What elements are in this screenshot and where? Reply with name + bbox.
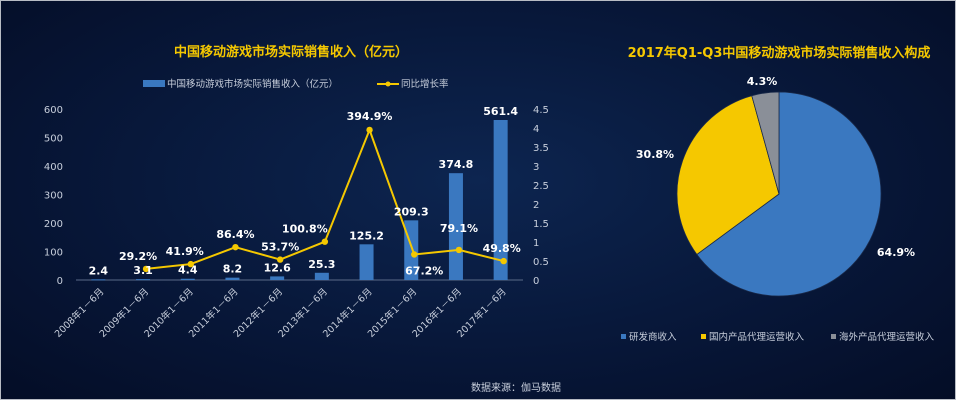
bar-value-label: 8.2 bbox=[223, 263, 243, 276]
bar bbox=[493, 120, 508, 280]
bar-value-label: 561.4 bbox=[483, 105, 518, 118]
bar-value-label: 2.4 bbox=[89, 264, 109, 277]
growth-rate-label: 53.7% bbox=[261, 241, 299, 254]
growth-rate-point bbox=[411, 251, 418, 258]
y-left-tick-label: 400 bbox=[44, 162, 63, 173]
growth-rate-point bbox=[455, 246, 463, 254]
y-left-tick-label: 500 bbox=[44, 134, 63, 145]
bar bbox=[91, 279, 106, 281]
y-left-tick-label: 0 bbox=[57, 276, 63, 287]
data-source: 数据来源：伽马数据 bbox=[471, 383, 561, 394]
pie-legend-swatch bbox=[701, 334, 706, 339]
y-left-tick-label: 100 bbox=[44, 248, 63, 259]
pie-legend-label: 国内产品代理运营收入 bbox=[709, 331, 805, 343]
growth-rate-point bbox=[500, 257, 507, 265]
growth-rate-label: 86.4% bbox=[216, 228, 254, 241]
pie-slice-label: 64.9% bbox=[877, 246, 915, 259]
bar bbox=[270, 276, 285, 280]
bar-chart-title: 中国移动游戏市场实际销售收入（亿元） bbox=[174, 44, 408, 60]
bar bbox=[359, 244, 374, 280]
bar-value-label: 4.4 bbox=[178, 264, 198, 277]
y-right-tick-label: 2 bbox=[533, 200, 539, 211]
y-right-tick-label: 0.5 bbox=[533, 257, 549, 268]
legend-line-label: 同比增长率 bbox=[401, 78, 449, 90]
bar-value-label: 374.8 bbox=[439, 158, 474, 171]
pie-slice-label: 4.3% bbox=[747, 75, 778, 88]
y-left-tick-label: 300 bbox=[44, 191, 63, 202]
pie-slice-label: 30.8% bbox=[636, 148, 674, 161]
pie-slice bbox=[676, 95, 780, 256]
pie-legend-label: 研发商收入 bbox=[629, 331, 677, 343]
y-right-tick-label: 0 bbox=[533, 276, 539, 287]
pie-legend-label: 海外产品代理运营收入 bbox=[839, 331, 935, 343]
growth-rate-label: 394.9% bbox=[347, 110, 393, 123]
bar-value-label: 125.2 bbox=[349, 229, 384, 242]
y-left-tick-label: 200 bbox=[44, 219, 63, 230]
y-right-tick-label: 3 bbox=[533, 162, 539, 173]
growth-rate-label: 29.2% bbox=[119, 250, 157, 263]
growth-rate-point bbox=[187, 260, 194, 268]
growth-rate-label: 100.8% bbox=[282, 223, 328, 236]
bar bbox=[225, 277, 240, 280]
growth-rate-point bbox=[142, 265, 150, 273]
y-right-tick-label: 3.5 bbox=[533, 143, 549, 154]
growth-rate-label: 49.8% bbox=[483, 242, 521, 255]
bar bbox=[448, 173, 463, 280]
growth-rate-point bbox=[276, 256, 284, 263]
bar bbox=[314, 272, 329, 280]
bar-line-chart: 中国移动游戏市场实际销售收入（亿元） 中国移动游戏市场实际销售收入（亿元） 同比… bbox=[44, 44, 549, 340]
legend-line-marker bbox=[385, 81, 391, 87]
y-right-tick-label: 4.5 bbox=[533, 105, 549, 116]
pie-legend-swatch bbox=[831, 334, 836, 339]
legend-bar-label: 中国移动游戏市场实际销售收入（亿元） bbox=[167, 78, 338, 90]
bar-value-label: 25.3 bbox=[308, 258, 335, 271]
growth-rate-label: 41.9% bbox=[166, 245, 204, 258]
growth-rate-point bbox=[321, 238, 329, 245]
bar-value-label: 209.3 bbox=[394, 205, 429, 218]
growth-rate-point bbox=[232, 243, 239, 251]
bar bbox=[180, 278, 195, 280]
growth-rate-label: 79.1% bbox=[440, 222, 478, 235]
bar-legend: 中国移动游戏市场实际销售收入（亿元） 同比增长率 bbox=[143, 78, 449, 90]
y-right-tick-label: 2.5 bbox=[533, 181, 549, 192]
pie-slice bbox=[696, 91, 882, 297]
legend-bar-swatch bbox=[143, 80, 165, 87]
growth-rate-point bbox=[366, 126, 373, 134]
pie-slice bbox=[751, 91, 780, 195]
bar bbox=[136, 279, 151, 281]
growth-rate-label: 67.2% bbox=[405, 264, 443, 277]
pie-chart-title: 2017年Q1-Q3中国移动游戏市场实际销售收入构成 bbox=[628, 45, 931, 61]
y-right-tick-label: 1 bbox=[533, 238, 539, 249]
y-right-tick-label: 4 bbox=[533, 124, 539, 135]
bar-value-label: 3.1 bbox=[133, 264, 153, 277]
pie-legend-swatch bbox=[621, 334, 626, 339]
y-left-tick-label: 600 bbox=[44, 105, 63, 116]
y-right-tick-label: 1.5 bbox=[533, 219, 549, 230]
bar-value-label: 12.6 bbox=[264, 261, 291, 274]
